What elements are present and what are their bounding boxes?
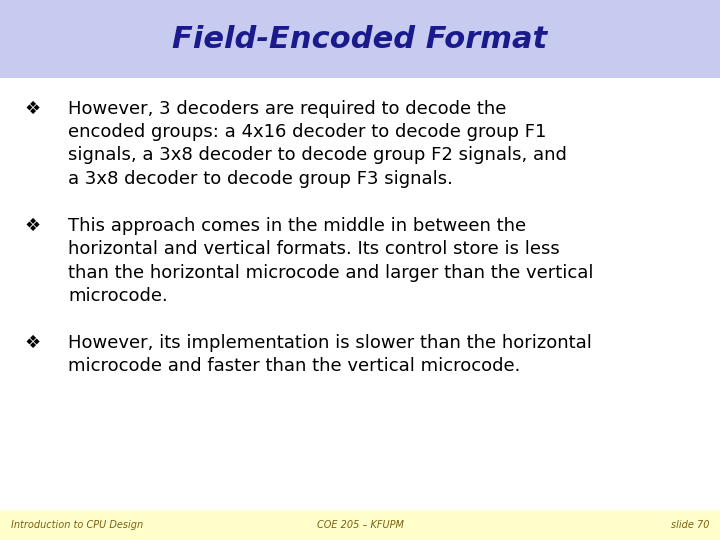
Text: microcode and faster than the vertical microcode.: microcode and faster than the vertical m…: [68, 357, 521, 375]
FancyBboxPatch shape: [0, 510, 720, 540]
Text: COE 205 – KFUPM: COE 205 – KFUPM: [317, 520, 403, 530]
Text: signals, a 3x8 decoder to decode group F2 signals, and: signals, a 3x8 decoder to decode group F…: [68, 146, 567, 164]
Text: a 3x8 decoder to decode group F3 signals.: a 3x8 decoder to decode group F3 signals…: [68, 170, 454, 187]
FancyBboxPatch shape: [0, 0, 720, 78]
Text: Field-Encoded Format: Field-Encoded Format: [172, 25, 548, 53]
Text: ❖: ❖: [24, 334, 40, 352]
Text: than the horizontal microcode and larger than the vertical: than the horizontal microcode and larger…: [68, 264, 594, 281]
Text: This approach comes in the middle in between the: This approach comes in the middle in bet…: [68, 217, 526, 235]
Text: slide 70: slide 70: [671, 520, 709, 530]
Text: ❖: ❖: [24, 100, 40, 118]
Text: However, 3 decoders are required to decode the: However, 3 decoders are required to deco…: [68, 100, 507, 118]
Text: Introduction to CPU Design: Introduction to CPU Design: [11, 520, 143, 530]
Text: encoded groups: a 4x16 decoder to decode group F1: encoded groups: a 4x16 decoder to decode…: [68, 123, 546, 141]
Text: horizontal and vertical formats. Its control store is less: horizontal and vertical formats. Its con…: [68, 240, 560, 258]
Text: However, its implementation is slower than the horizontal: However, its implementation is slower th…: [68, 334, 593, 352]
Text: ❖: ❖: [24, 217, 40, 235]
Text: microcode.: microcode.: [68, 287, 168, 305]
